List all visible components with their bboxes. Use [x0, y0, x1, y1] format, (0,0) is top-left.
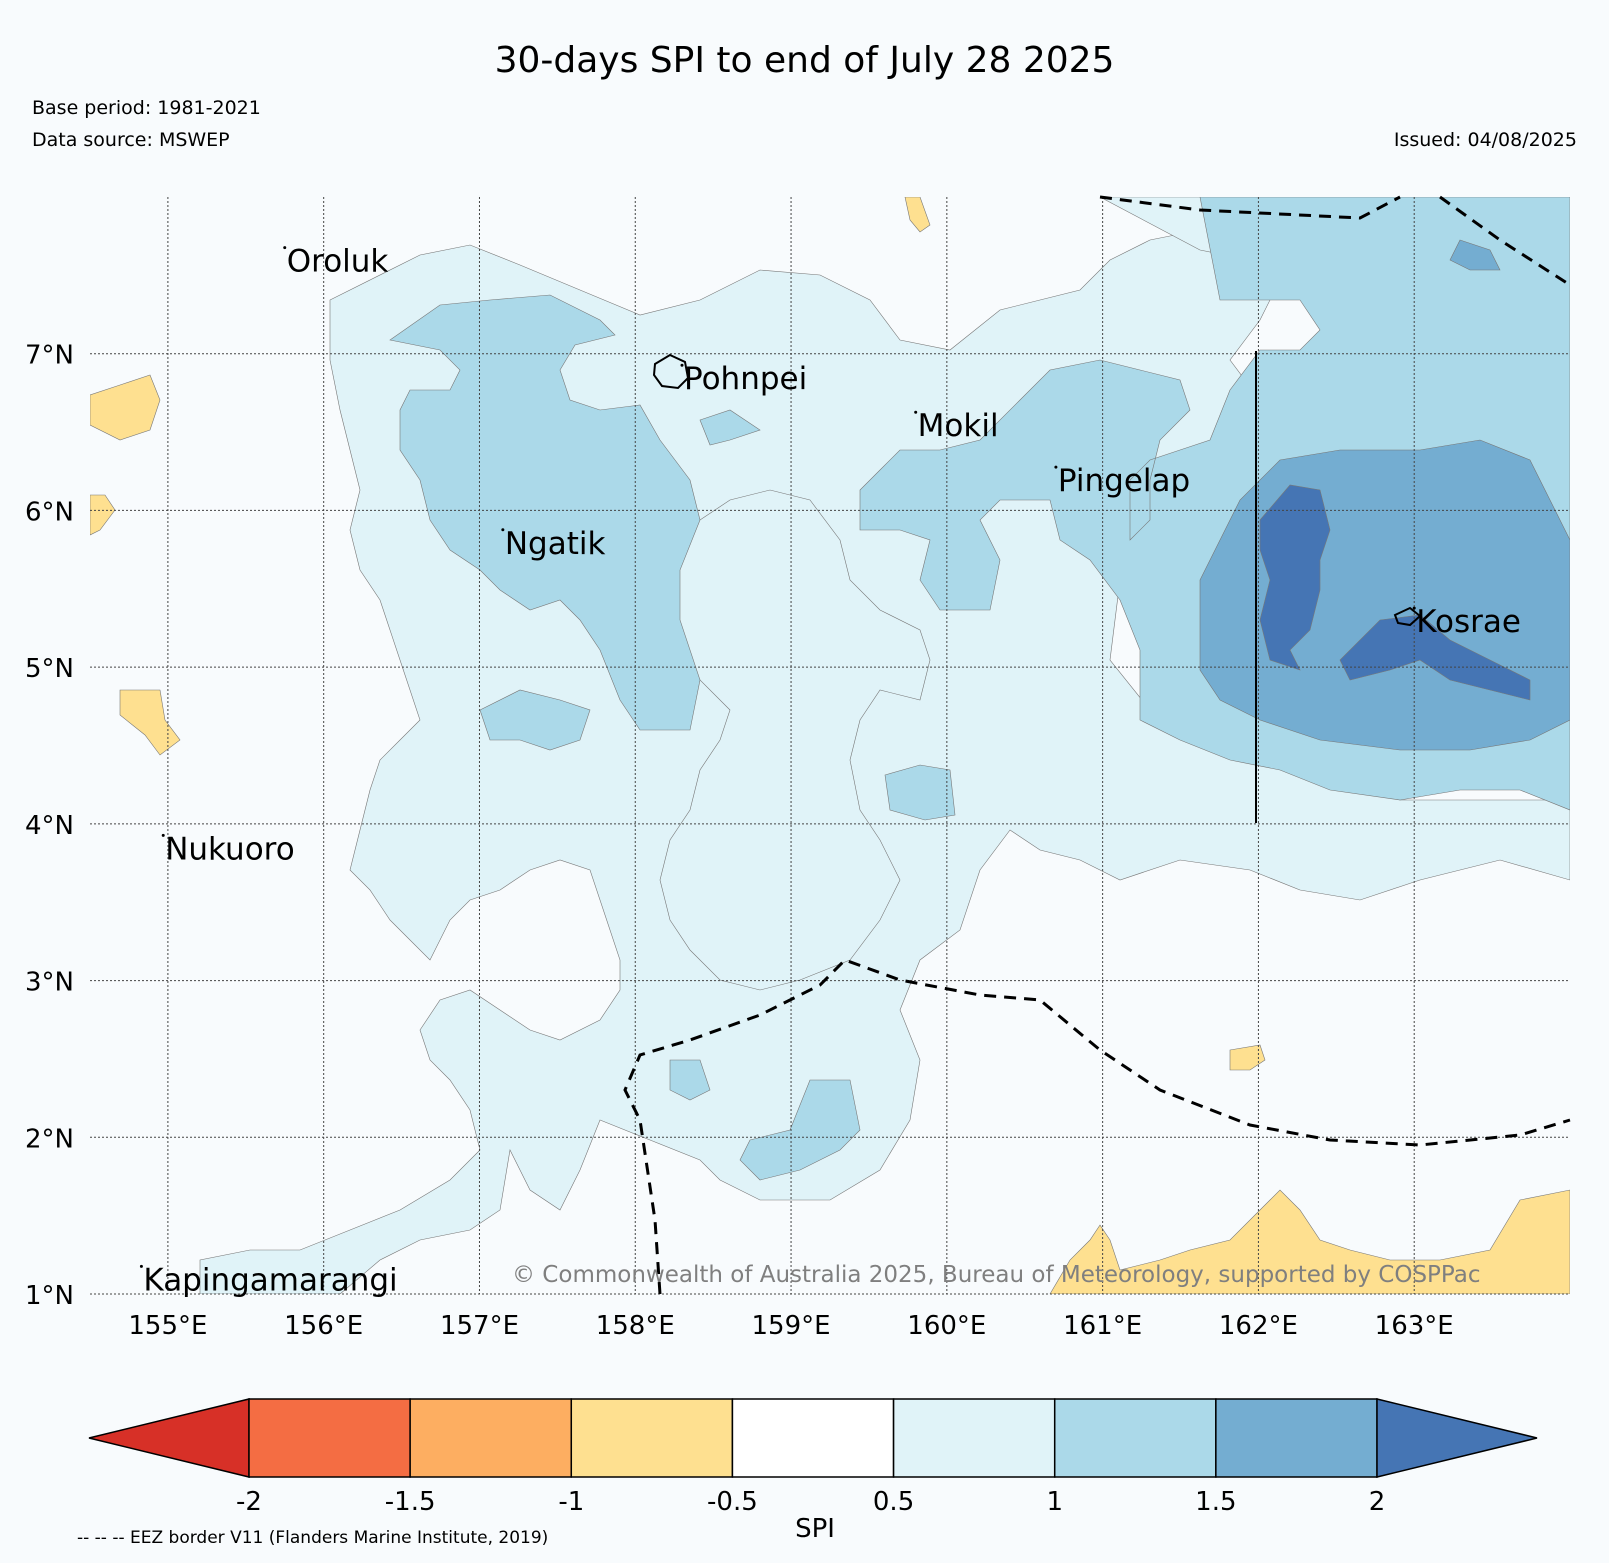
colorbar-tick-label: 2 [1369, 1487, 1386, 1517]
colorbar-extend-low [88, 1398, 250, 1478]
place-label: Kapingamarangi [143, 1262, 397, 1298]
latitude-tick-label: 2°N [25, 1124, 74, 1154]
longitude-tick-label: 158°E [596, 1311, 675, 1341]
latitude-tick-label: 6°N [25, 497, 74, 527]
place-labels: Oroluk Pohnpei Mokil Pingelap Ngatik Kosrae Nu… [139, 244, 1521, 1298]
colorbar-tick-label: -1.5 [385, 1487, 436, 1517]
base-period: Base period: 1981-2021 [32, 97, 261, 119]
longitude-tick-label: 162°E [1219, 1311, 1298, 1341]
colorbar-tick-label: 0.5 [873, 1487, 914, 1517]
longitude-tick-label: 155°E [128, 1311, 207, 1341]
longitude-tick-label: 157°E [440, 1311, 519, 1341]
kosrae-island-outline [1393, 606, 1422, 627]
longitude-tick-label: 159°E [752, 1311, 831, 1341]
eez-legend-note: -- -- -- EEZ border V11 (Flanders Marine… [77, 1528, 548, 1548]
spi-region-dry-mid [1229, 1044, 1266, 1071]
latitude-tick-label: 1°N [25, 1281, 74, 1311]
spi-region-medium-small-2 [699, 409, 761, 446]
data-source: Data source: MSWEP [32, 129, 230, 151]
colorbar-tick-label: -2 [236, 1487, 262, 1517]
spi-region-dry-north [904, 197, 931, 233]
colorbar-tick-label: 1.5 [1195, 1487, 1236, 1517]
spi-region-dry-south-east [1049, 1189, 1570, 1294]
spi-region-dry-west-1 [90, 374, 161, 441]
longitude-tick-label: 156°E [284, 1311, 363, 1341]
place-marker [1054, 465, 1058, 469]
copyright-notice: © Commonwealth of Australia 2025, Bureau… [512, 1262, 1481, 1288]
longitude-tick-label: 161°E [1063, 1311, 1142, 1341]
spi-region-medium-small-5 [739, 1079, 861, 1181]
colorbar-tick-label: 1 [1046, 1487, 1063, 1517]
latitude-tick-label: 5°N [25, 654, 74, 684]
colorbar-segment [731, 1398, 895, 1478]
spi-region-medium-small-3 [884, 764, 956, 821]
place-label: Kosrae [1416, 604, 1521, 640]
latitude-tick-label: 7°N [25, 341, 74, 371]
colorbar-segment [892, 1398, 1056, 1478]
spi-region-medium-west [389, 294, 701, 731]
place-label: Oroluk [287, 244, 389, 280]
spi-region-medium-small-1 [479, 689, 591, 751]
latitude-tick-label: 4°N [25, 811, 74, 841]
place-label: Mokil [918, 408, 999, 444]
colorbar-segment [570, 1398, 734, 1478]
map-gridlines [90, 197, 1570, 1295]
colorbar-segment [1215, 1398, 1378, 1478]
colorbar-segment [1053, 1398, 1217, 1478]
map-title: 30-days SPI to end of July 28 2025 [494, 40, 1115, 81]
place-marker [139, 1264, 143, 1268]
colorbar-extend-high [1376, 1398, 1538, 1478]
place-label: Nukuoro [165, 831, 294, 867]
issued-date: Issued: 04/08/2025 [1393, 129, 1577, 151]
spi-region-medium-small-4 [669, 1059, 711, 1101]
longitude-tick-label: 160°E [907, 1311, 986, 1341]
colorbar-tick-label: -1 [558, 1487, 584, 1517]
place-marker [283, 246, 287, 250]
place-label: Pohnpei [684, 361, 807, 397]
colorbar-tick-label: -0.5 [707, 1487, 758, 1517]
place-marker [161, 833, 165, 837]
latitude-tick-label: 3°N [25, 968, 74, 998]
colorbar-label: SPI [795, 1514, 835, 1544]
axis-tick-labels: 155°E 156°E 157°E 158°E 159°E 160°E 161°E 162°E… [25, 341, 1454, 1341]
eez-borders [623, 195, 1571, 1295]
place-marker [501, 528, 505, 532]
place-label: Pingelap [1058, 463, 1190, 499]
longitude-tick-label: 163°E [1375, 1311, 1454, 1341]
pohnpei-island-outline [652, 353, 690, 390]
place-marker [1412, 606, 1416, 610]
colorbar-segment [409, 1398, 573, 1478]
spi-region-dry-west-2 [90, 494, 116, 536]
spi-region-dry-west-3 [119, 689, 181, 756]
place-marker [680, 363, 684, 367]
colorbar-segment [248, 1398, 411, 1478]
spi-colorbar: -2 -1.5 -1 -0.5 0.5 1 1.5 2 SPI [88, 1398, 1538, 1544]
place-marker [914, 410, 918, 414]
place-label: Ngatik [505, 526, 606, 562]
